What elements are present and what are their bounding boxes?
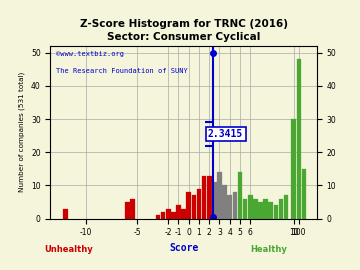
Bar	[243, 199, 247, 219]
Bar	[253, 199, 258, 219]
Bar	[233, 192, 237, 219]
Text: Healthy: Healthy	[251, 245, 287, 254]
Bar	[63, 209, 68, 219]
Bar	[248, 195, 252, 219]
Bar	[181, 209, 186, 219]
Text: The Research Foundation of SUNY: The Research Foundation of SUNY	[56, 68, 188, 74]
Bar	[156, 215, 160, 219]
Bar	[212, 182, 217, 219]
Bar	[238, 172, 242, 219]
Bar	[217, 172, 222, 219]
Text: 2.3415: 2.3415	[208, 129, 243, 139]
Bar	[197, 189, 201, 219]
Bar	[130, 199, 135, 219]
Bar	[228, 195, 232, 219]
Bar	[186, 192, 191, 219]
Bar	[161, 212, 165, 219]
Bar	[176, 205, 181, 219]
Bar	[274, 205, 278, 219]
Title: Z-Score Histogram for TRNC (2016)
Sector: Consumer Cyclical: Z-Score Histogram for TRNC (2016) Sector…	[80, 19, 288, 42]
Bar	[192, 195, 196, 219]
Bar	[297, 59, 301, 219]
Bar	[207, 176, 212, 219]
Bar	[125, 202, 130, 219]
Bar	[171, 212, 176, 219]
Bar	[292, 119, 296, 219]
Bar	[263, 199, 268, 219]
Bar	[222, 185, 227, 219]
Text: ©www.textbiz.org: ©www.textbiz.org	[56, 51, 124, 57]
Text: Unhealthy: Unhealthy	[45, 245, 94, 254]
Bar	[279, 199, 283, 219]
Bar	[258, 202, 263, 219]
Y-axis label: Number of companies (531 total): Number of companies (531 total)	[19, 72, 25, 193]
Bar	[166, 209, 171, 219]
Bar	[202, 176, 206, 219]
Bar	[302, 169, 306, 219]
Bar	[284, 195, 288, 219]
X-axis label: Score: Score	[169, 243, 198, 253]
Bar	[269, 202, 273, 219]
